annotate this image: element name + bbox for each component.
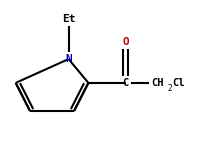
Text: Et: Et — [62, 14, 75, 24]
Text: O: O — [122, 37, 129, 47]
Text: C: C — [123, 78, 129, 88]
Text: Cl: Cl — [172, 78, 185, 88]
Text: N: N — [65, 54, 72, 64]
Text: 2: 2 — [168, 84, 172, 93]
Text: CH: CH — [151, 78, 164, 88]
